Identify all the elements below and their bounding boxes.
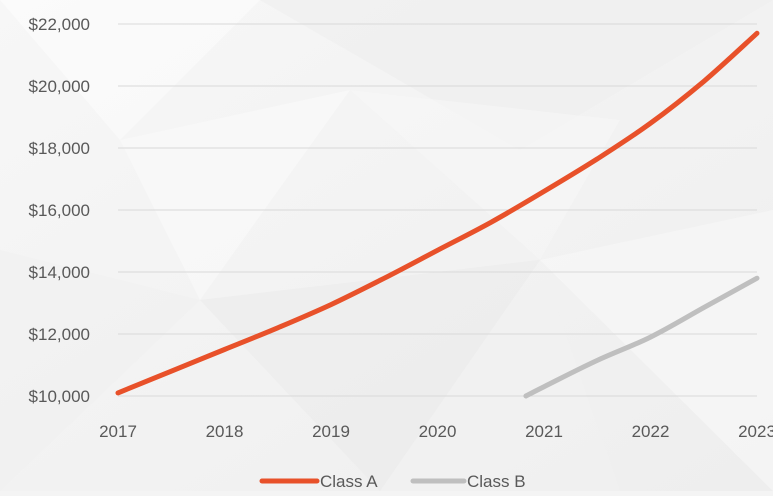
series-lines — [115, 30, 760, 399]
x-tick-label: 2020 — [419, 422, 457, 441]
x-tick-label: 2023 — [738, 422, 773, 441]
legend-label-class-a: Class A — [320, 472, 378, 491]
y-tick-label: $14,000 — [29, 263, 90, 282]
x-axis-tick-labels: 2017 2018 2019 2020 2021 2022 2023 — [99, 422, 773, 441]
gridlines — [118, 23, 757, 397]
y-tick-label: $22,000 — [29, 15, 90, 34]
legend-label-class-b: Class B — [467, 472, 526, 491]
x-tick-label: 2022 — [632, 422, 670, 441]
x-tick-label: 2017 — [99, 422, 137, 441]
series-line-class-a — [115, 30, 760, 396]
y-axis-tick-labels: $10,000 $12,000 $14,000 $16,000 $18,000 $20,0… — [29, 15, 90, 406]
legend: Class A Class B — [259, 472, 526, 491]
x-tick-label: 2019 — [312, 422, 350, 441]
y-tick-label: $10,000 — [29, 387, 90, 406]
y-tick-label: $18,000 — [29, 139, 90, 158]
x-tick-label: 2018 — [206, 422, 244, 441]
y-tick-label: $12,000 — [29, 325, 90, 344]
series-line-class-b — [523, 275, 760, 399]
y-tick-label: $20,000 — [29, 77, 90, 96]
x-tick-label: 2021 — [525, 422, 563, 441]
y-tick-label: $16,000 — [29, 201, 90, 220]
